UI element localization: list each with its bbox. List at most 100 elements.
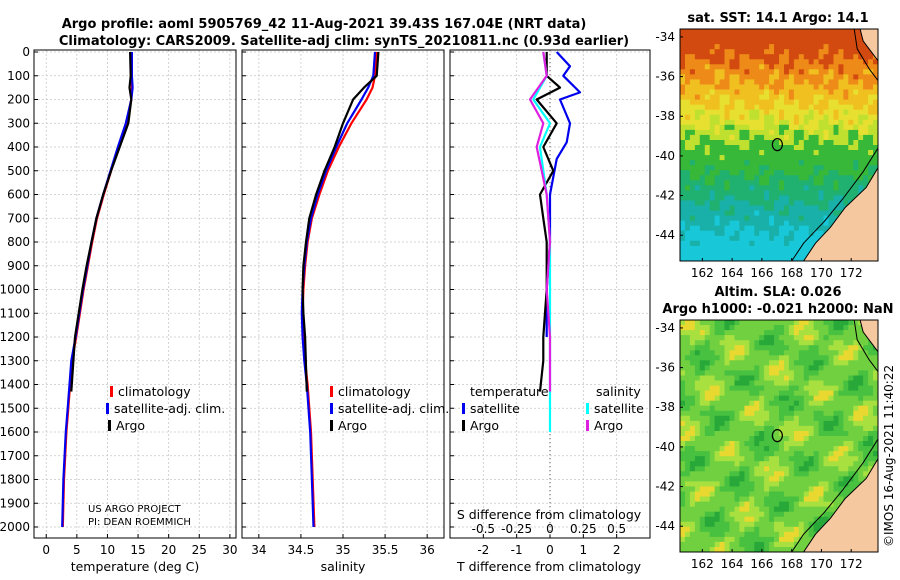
map-cell bbox=[784, 256, 790, 261]
map-cell bbox=[729, 335, 735, 341]
map-cell bbox=[784, 486, 790, 492]
map-cell bbox=[858, 119, 864, 126]
map-cell bbox=[714, 395, 721, 402]
map-cell bbox=[828, 180, 834, 186]
map-cell bbox=[843, 129, 849, 136]
map-cell bbox=[719, 39, 726, 45]
map-cell bbox=[689, 355, 696, 361]
map-cell bbox=[704, 124, 711, 131]
map-cell bbox=[813, 190, 820, 196]
map-cell bbox=[788, 446, 795, 452]
map-cell bbox=[734, 431, 740, 437]
map-cell bbox=[729, 531, 735, 538]
map-cell bbox=[818, 54, 825, 60]
map-cell bbox=[694, 190, 701, 196]
map-cell bbox=[813, 451, 820, 457]
map-cell bbox=[734, 170, 740, 176]
map-cell bbox=[803, 390, 810, 397]
map-cell bbox=[823, 175, 829, 181]
map-cell bbox=[729, 180, 735, 186]
map-cell bbox=[828, 114, 834, 121]
map-cell bbox=[779, 114, 785, 121]
map-cell bbox=[704, 74, 711, 80]
map-cell bbox=[823, 345, 829, 351]
map-cell bbox=[739, 124, 745, 131]
map-cell bbox=[714, 335, 721, 341]
map-cell bbox=[774, 160, 780, 166]
map-cell bbox=[818, 501, 825, 508]
map-cell bbox=[774, 155, 780, 161]
map-cell bbox=[868, 461, 874, 467]
map-cell bbox=[823, 195, 829, 201]
map-cell bbox=[828, 94, 834, 101]
map-cell bbox=[729, 330, 735, 336]
map-cell bbox=[833, 205, 839, 212]
map-cell bbox=[823, 390, 829, 397]
map-cell bbox=[759, 431, 765, 437]
map-cell bbox=[689, 496, 696, 503]
map-cell bbox=[739, 526, 745, 533]
map-cell bbox=[808, 335, 815, 341]
map-cell bbox=[734, 190, 740, 196]
map-cell bbox=[689, 486, 696, 492]
map-cell bbox=[853, 180, 859, 186]
map-cell bbox=[694, 54, 701, 60]
map-cell bbox=[699, 491, 706, 498]
map-cell bbox=[749, 375, 755, 382]
temperature-legend: climatology satellite-adj. clim. Argo bbox=[106, 384, 225, 433]
map-cell bbox=[754, 69, 760, 75]
legend-label-s-argo: Argo bbox=[594, 418, 623, 433]
map-cell bbox=[724, 420, 730, 427]
map-cell bbox=[788, 345, 795, 351]
map-cell bbox=[784, 215, 790, 222]
map-cell bbox=[759, 170, 765, 176]
map-cell bbox=[724, 69, 730, 75]
map-cell bbox=[828, 29, 834, 35]
map-cell bbox=[704, 436, 711, 442]
map-cell bbox=[793, 536, 800, 543]
map-cell bbox=[685, 536, 691, 543]
map-cell bbox=[734, 160, 740, 166]
legend-swatch-argo bbox=[330, 420, 333, 431]
map-cell bbox=[818, 155, 825, 161]
map-cell bbox=[699, 64, 706, 70]
map-cell bbox=[848, 380, 854, 387]
map-cell bbox=[803, 431, 810, 437]
map-cell bbox=[803, 405, 810, 412]
map-cell bbox=[749, 59, 755, 65]
map-cell bbox=[838, 471, 844, 477]
map-cell bbox=[843, 360, 849, 366]
map-cell bbox=[724, 501, 730, 508]
argo-position-marker bbox=[771, 429, 783, 443]
map-cell bbox=[685, 44, 691, 50]
map-cell bbox=[784, 89, 790, 96]
map-cell bbox=[724, 109, 730, 116]
map-cell bbox=[793, 491, 800, 498]
map-cell bbox=[858, 44, 864, 50]
map-cell bbox=[774, 59, 780, 65]
map-cell bbox=[729, 466, 735, 472]
map-cell bbox=[685, 69, 691, 75]
map-cell bbox=[764, 34, 770, 40]
map-cell bbox=[729, 250, 735, 257]
map-cell bbox=[734, 420, 740, 427]
map-cell bbox=[724, 200, 730, 207]
map-cell bbox=[788, 471, 795, 477]
map-cell bbox=[729, 124, 735, 131]
map-cell bbox=[759, 385, 765, 392]
map-cell bbox=[749, 185, 755, 191]
map-cell bbox=[764, 114, 770, 121]
map-cell bbox=[793, 471, 800, 477]
map-cell bbox=[863, 355, 869, 361]
map-cell bbox=[788, 49, 795, 55]
map-cell bbox=[838, 79, 844, 85]
map-cell bbox=[828, 496, 834, 503]
map-cell bbox=[729, 436, 735, 442]
map-cell bbox=[873, 360, 878, 366]
map-cell bbox=[784, 441, 790, 447]
map-cell bbox=[784, 446, 790, 452]
map-cell bbox=[739, 395, 745, 402]
land-northland bbox=[859, 320, 878, 353]
map-cell bbox=[729, 140, 735, 146]
map-cell bbox=[848, 481, 854, 487]
